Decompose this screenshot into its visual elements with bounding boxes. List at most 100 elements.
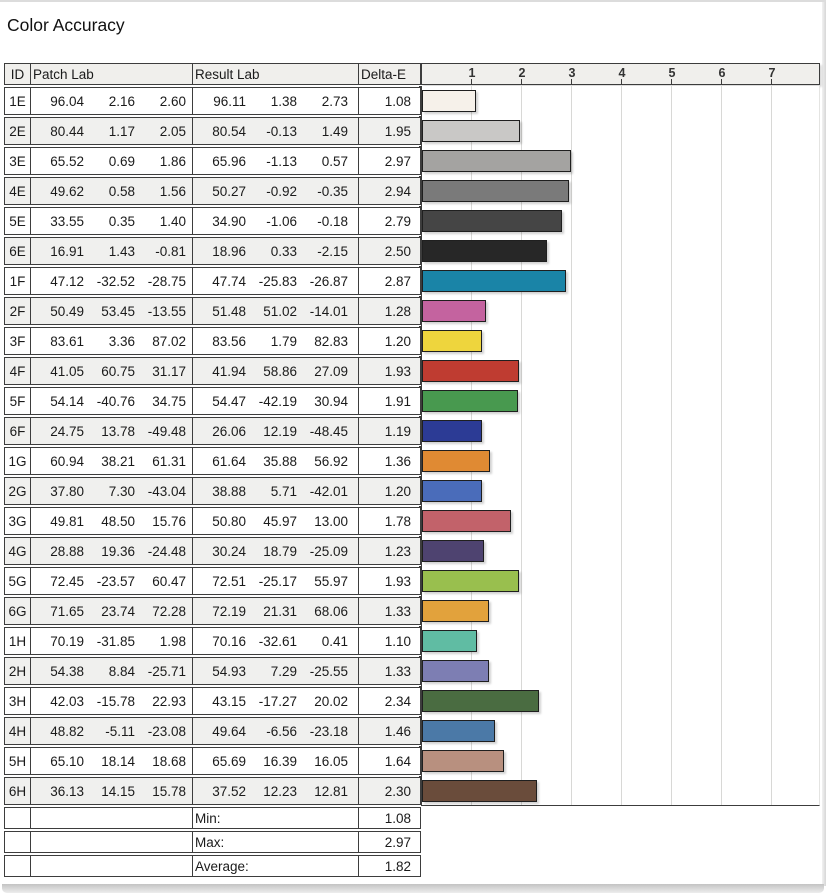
- table-row-4E: 4E 49.62 0.58 1.56 50.27 -0.92 -0.35 2.94: [4, 176, 424, 206]
- lab-value: 30.94: [314, 393, 348, 409]
- lab-value: -32.61: [258, 633, 297, 649]
- delta-e-bar-chart: 1 2 3 4 5 6 7: [419, 62, 820, 806]
- lab-value: 1.43: [108, 243, 135, 259]
- table-row-2F: 2F 50.49 53.45 -13.55 51.48 51.02 -14.01 1.28: [4, 296, 424, 326]
- lab-value: 37.80: [50, 483, 84, 499]
- patch-lab: 60.94 38.21 61.31: [30, 447, 193, 475]
- lab-value: -0.18: [317, 213, 348, 229]
- patch-id: 4F: [4, 357, 31, 385]
- summary-label: Min:: [192, 807, 359, 829]
- lab-value: 16.39: [263, 753, 297, 769]
- lab-value: 13.00: [314, 513, 348, 529]
- lab-value: 1.40: [159, 213, 186, 229]
- lab-value: 72.28: [152, 603, 186, 619]
- lab-value: -23.08: [147, 723, 186, 739]
- patch-lab: 37.80 7.30 -43.04: [30, 477, 193, 505]
- lab-value: 2.73: [321, 93, 348, 109]
- delta-e-value: 1.20: [358, 477, 421, 505]
- result-lab: 30.24 18.79 -25.09: [192, 537, 359, 565]
- table-row-4G: 4G 28.88 19.36 -24.48 30.24 18.79 -25.09 1.23: [4, 536, 424, 566]
- lab-value: 2.05: [159, 123, 186, 139]
- delta-e-value: 1.78: [358, 507, 421, 535]
- lab-value: 0.57: [321, 153, 348, 169]
- bottom-shadow: [2, 884, 824, 893]
- lab-value: 72.19: [212, 603, 246, 619]
- lab-value: 18.96: [212, 243, 246, 259]
- delta-e-value: 1.08: [358, 87, 421, 115]
- empty-cell: [4, 855, 31, 877]
- delta-e-value: 1.19: [358, 417, 421, 445]
- lab-value: 65.96: [212, 153, 246, 169]
- result-lab: 80.54 -0.13 1.49: [192, 117, 359, 145]
- lab-value: 60.75: [101, 363, 135, 379]
- result-lab: 50.80 45.97 13.00: [192, 507, 359, 535]
- top-border: [0, 0, 826, 2]
- patch-id: 1G: [4, 447, 31, 475]
- table-row-5E: 5E 33.55 0.35 1.40 34.90 -1.06 -0.18 2.79: [4, 206, 424, 236]
- lab-value: -1.13: [266, 153, 297, 169]
- patch-id: 6E: [4, 237, 31, 265]
- chart-axis-header: 1 2 3 4 5 6 7: [421, 63, 820, 85]
- delta-e-value: 1.93: [358, 567, 421, 595]
- lab-value: 54.38: [50, 663, 84, 679]
- lab-value: 28.88: [50, 543, 84, 559]
- lab-value: 24.75: [50, 423, 84, 439]
- lab-value: 61.31: [152, 453, 186, 469]
- lab-value: 68.06: [314, 603, 348, 619]
- patch-lab: 28.88 19.36 -24.48: [30, 537, 193, 565]
- delta-e-bar-2H: [422, 660, 489, 682]
- lab-value: -23.57: [96, 573, 135, 589]
- lab-value: 38.21: [101, 453, 135, 469]
- axis-tick-marks: [422, 79, 819, 84]
- delta-e-bar-6F: [422, 420, 482, 442]
- lab-value: -49.48: [147, 423, 186, 439]
- lab-value: -48.45: [309, 423, 348, 439]
- lab-value: 7.29: [270, 663, 297, 679]
- patch-lab: 54.38 8.84 -25.71: [30, 657, 193, 685]
- delta-e-bar-4G: [422, 540, 484, 562]
- delta-e-value: 1.95: [358, 117, 421, 145]
- lab-value: 20.02: [314, 693, 348, 709]
- delta-e-bar-2G: [422, 480, 482, 502]
- delta-e-bar-3F: [422, 330, 482, 352]
- lab-value: 80.54: [212, 123, 246, 139]
- page-title: Color Accuracy: [7, 15, 125, 35]
- delta-e-value: 1.93: [358, 357, 421, 385]
- lab-value: -0.35: [317, 183, 348, 199]
- patch-id: 2H: [4, 657, 31, 685]
- delta-e-bar-1G: [422, 450, 490, 472]
- table-row-3H: 3H 42.03 -15.78 22.93 43.15 -17.27 20.02 2.34: [4, 686, 424, 716]
- delta-e-bar-3H: [422, 690, 539, 712]
- result-lab: 47.74 -25.83 -26.87: [192, 267, 359, 295]
- lab-value: 35.88: [263, 453, 297, 469]
- lab-value: 18.68: [152, 753, 186, 769]
- delta-e-bar-1E: [422, 90, 476, 112]
- table-row-1G: 1G 60.94 38.21 61.31 61.64 35.88 56.92 1.36: [4, 446, 424, 476]
- lab-value: 1.79: [270, 333, 297, 349]
- table-row-2E: 2E 80.44 1.17 2.05 80.54 -0.13 1.49 1.95: [4, 116, 424, 146]
- delta-e-value: 1.33: [358, 657, 421, 685]
- result-lab: 26.06 12.19 -48.45: [192, 417, 359, 445]
- lab-value: -5.11: [105, 723, 135, 739]
- table-row-3E: 3E 65.52 0.69 1.86 65.96 -1.13 0.57 2.97: [4, 146, 424, 176]
- lab-value: -32.52: [96, 273, 135, 289]
- lab-value: 30.24: [212, 543, 246, 559]
- lab-value: 70.16: [212, 633, 246, 649]
- table-row-4H: 4H 48.82 -5.11 -23.08 49.64 -6.56 -23.18 1.46: [4, 716, 424, 746]
- lab-value: 71.65: [50, 603, 84, 619]
- lab-value: 12.19: [263, 423, 297, 439]
- delta-e-value: 2.50: [358, 237, 421, 265]
- result-lab: 83.56 1.79 82.83: [192, 327, 359, 355]
- lab-value: 54.93: [212, 663, 246, 679]
- lab-value: 48.50: [101, 513, 135, 529]
- delta-e-value: 1.23: [358, 537, 421, 565]
- summary-label: Average:: [192, 855, 359, 877]
- table-row-5G: 5G 72.45 -23.57 60.47 72.51 -25.17 55.97 1.93: [4, 566, 424, 596]
- lab-value: 34.90: [212, 213, 246, 229]
- column-header-delta: Delta-E: [358, 63, 421, 85]
- empty-cell: [30, 855, 193, 877]
- lab-value: 60.94: [50, 453, 84, 469]
- lab-value: 23.74: [101, 603, 135, 619]
- result-lab: 50.27 -0.92 -0.35: [192, 177, 359, 205]
- patch-lab: 41.05 60.75 31.17: [30, 357, 193, 385]
